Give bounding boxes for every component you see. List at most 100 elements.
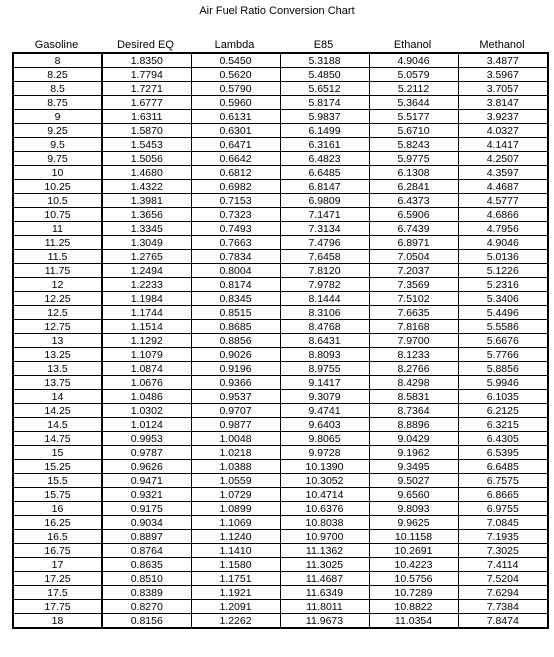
cell-ethanol: 7.2037 (368, 263, 459, 278)
cell-desired-eq: 0.9626 (101, 459, 192, 474)
cell-e85: 10.6376 (279, 501, 370, 516)
cell-ethanol: 9.9625 (368, 515, 459, 530)
table-row: 11.75 1.2494 0.8004 7.8120 7.2037 5.1226 (12, 263, 549, 278)
cell-lambda: 0.7323 (190, 207, 281, 222)
cell-desired-eq: 1.0124 (101, 417, 192, 432)
cell-methanol: 4.5777 (457, 193, 549, 208)
cell-lambda: 0.6982 (190, 179, 281, 194)
cell-methanol: 6.3215 (457, 417, 549, 432)
cell-desired-eq: 1.6311 (101, 109, 192, 124)
cell-desired-eq: 1.2233 (101, 277, 192, 292)
cell-ethanol: 8.5831 (368, 389, 459, 404)
cell-desired-eq: 1.1744 (101, 305, 192, 320)
cell-e85: 7.9782 (279, 277, 370, 292)
table-row: 16.75 0.8764 1.1410 11.1362 10.2691 7.3025 (12, 543, 549, 558)
cell-e85: 5.9837 (279, 109, 370, 124)
table-row: 11 1.3345 0.7493 7.3134 6.7439 4.7956 (12, 221, 549, 236)
table-row: 16 0.9175 1.0899 10.6376 9.8093 6.9755 (12, 501, 549, 516)
cell-ethanol: 5.3644 (368, 95, 459, 110)
cell-e85: 8.6431 (279, 333, 370, 348)
cell-lambda: 0.9877 (190, 417, 281, 432)
cell-methanol: 7.0845 (457, 515, 549, 530)
table-row: 16.5 0.8897 1.1240 10.9700 10.1158 7.1935 (12, 529, 549, 544)
cell-e85: 9.8065 (279, 431, 370, 446)
conversion-table-container: 8 1.8350 0.5450 5.3188 4.9046 3.4877 8.25 1.779… (12, 52, 549, 629)
cell-desired-eq: 1.0302 (101, 403, 192, 418)
cell-gasoline: 10 (12, 165, 103, 180)
cell-ethanol: 7.3569 (368, 277, 459, 292)
cell-lambda: 1.0729 (190, 487, 281, 502)
cell-methanol: 4.9046 (457, 235, 549, 250)
cell-desired-eq: 1.0874 (101, 361, 192, 376)
cell-gasoline: 16.25 (12, 515, 103, 530)
cell-methanol: 6.1035 (457, 389, 549, 404)
cell-methanol: 3.7057 (457, 81, 549, 96)
cell-desired-eq: 0.9175 (101, 501, 192, 516)
cell-e85: 8.9755 (279, 361, 370, 376)
cell-gasoline: 17.5 (12, 585, 103, 600)
table-row: 8.25 1.7794 0.5620 5.4850 5.0579 3.5967 (12, 67, 549, 82)
cell-lambda: 1.2091 (190, 599, 281, 614)
cell-ethanol: 8.4298 (368, 375, 459, 390)
cell-gasoline: 9 (12, 109, 103, 124)
cell-gasoline: 11 (12, 221, 103, 236)
table-row: 17 0.8635 1.1580 11.3025 10.4223 7.4114 (12, 557, 549, 572)
cell-desired-eq: 0.9034 (101, 515, 192, 530)
cell-e85: 7.6458 (279, 249, 370, 264)
cell-methanol: 6.7575 (457, 473, 549, 488)
cell-e85: 5.6512 (279, 81, 370, 96)
cell-ethanol: 9.8093 (368, 501, 459, 516)
cell-desired-eq: 1.1292 (101, 333, 192, 348)
cell-lambda: 0.5790 (190, 81, 281, 96)
cell-e85: 6.8147 (279, 179, 370, 194)
table-row: 14.75 0.9953 1.0048 9.8065 9.0429 6.4305 (12, 431, 549, 446)
cell-ethanol: 11.0354 (368, 613, 459, 629)
cell-gasoline: 10.25 (12, 179, 103, 194)
table-row: 12.5 1.1744 0.8515 8.3106 7.6635 5.4496 (12, 305, 549, 320)
cell-gasoline: 16.75 (12, 543, 103, 558)
cell-lambda: 0.5960 (190, 95, 281, 110)
cell-ethanol: 10.8822 (368, 599, 459, 614)
cell-gasoline: 8.75 (12, 95, 103, 110)
cell-gasoline: 8.25 (12, 67, 103, 82)
cell-e85: 10.8038 (279, 515, 370, 530)
cell-desired-eq: 1.7794 (101, 67, 192, 82)
cell-e85: 8.8093 (279, 347, 370, 362)
cell-lambda: 0.8856 (190, 333, 281, 348)
cell-lambda: 1.1410 (190, 543, 281, 558)
cell-methanol: 3.5967 (457, 67, 549, 82)
table-row: 9.75 1.5056 0.6642 6.4823 5.9775 4.2507 (12, 151, 549, 166)
cell-ethanol: 9.3495 (368, 459, 459, 474)
cell-gasoline: 17 (12, 557, 103, 572)
table-row: 16.25 0.9034 1.1069 10.8038 9.9625 7.0845 (12, 515, 549, 530)
cell-gasoline: 12 (12, 277, 103, 292)
cell-gasoline: 15.75 (12, 487, 103, 502)
cell-ethanol: 7.9700 (368, 333, 459, 348)
cell-lambda: 0.6471 (190, 137, 281, 152)
cell-lambda: 0.9537 (190, 389, 281, 404)
cell-gasoline: 12.25 (12, 291, 103, 306)
cell-e85: 11.8011 (279, 599, 370, 614)
cell-ethanol: 7.8168 (368, 319, 459, 334)
cell-e85: 7.8120 (279, 263, 370, 278)
table-row: 8 1.8350 0.5450 5.3188 4.9046 3.4877 (12, 52, 549, 68)
cell-desired-eq: 0.8510 (101, 571, 192, 586)
table-row: 12.25 1.1984 0.8345 8.1444 7.5102 5.3406 (12, 291, 549, 306)
cell-lambda: 0.9026 (190, 347, 281, 362)
header-gasoline: Gasoline (34, 39, 79, 51)
cell-desired-eq: 0.9471 (101, 473, 192, 488)
cell-gasoline: 14.5 (12, 417, 103, 432)
cell-methanol: 5.2316 (457, 277, 549, 292)
cell-desired-eq: 0.8897 (101, 529, 192, 544)
chart-title: Air Fuel Ratio Conversion Chart (199, 5, 355, 17)
cell-methanol: 4.3597 (457, 165, 549, 180)
cell-ethanol: 8.7364 (368, 403, 459, 418)
cell-gasoline: 13 (12, 333, 103, 348)
cell-lambda: 1.1921 (190, 585, 281, 600)
table-row: 15 0.9787 1.0218 9.9728 9.1962 6.5395 (12, 445, 549, 460)
cell-ethanol: 9.0429 (368, 431, 459, 446)
cell-e85: 5.3188 (279, 52, 370, 68)
cell-lambda: 0.7663 (190, 235, 281, 250)
table-row: 18 0.8156 1.2262 11.9673 11.0354 7.8474 (12, 613, 549, 629)
cell-methanol: 7.6294 (457, 585, 549, 600)
